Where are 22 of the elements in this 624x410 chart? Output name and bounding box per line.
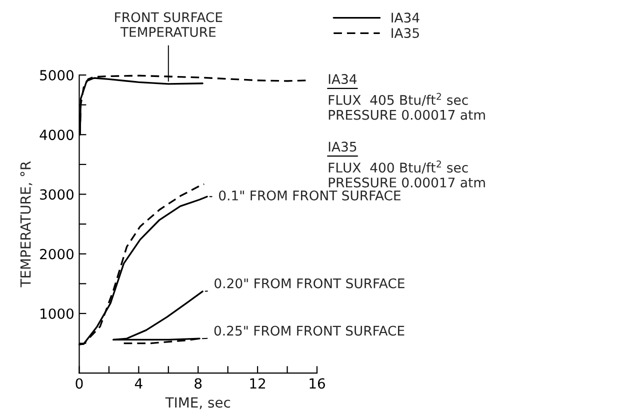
x-tick-label: 4 [134,378,142,389]
y-tick-label: 4000 [40,130,74,140]
text: IA34 [328,74,357,84]
text: IA35 [328,142,356,152]
y-tick-label: 1000 [40,308,74,319]
y-tick-label: 3000 [40,189,74,200]
x-tick-label: 8 [194,378,202,389]
legend-label: IA34 [392,12,420,23]
y-tick-label: 2000 [40,248,74,260]
text: FLUX 400 Btu/ft$^{2}$ sec PRESSURE 0.00017 atm [328,160,485,188]
y-tick-label: 5000 [40,70,74,81]
y-axis-title: TEMPERATURE, °R [20,161,32,288]
annotation: 0.20" FROM FRONT SURFACE [214,278,404,288]
annotation: FRONT SURFACE TEMPERATURE [115,12,222,37]
legend-label: IA35 [392,28,419,38]
x-axis-title: TIME, sec [165,397,230,410]
text: FLUX 405 Btu/ft$^{2}$ sec PRESSURE 0.00017 atm [328,92,485,120]
x-tick-label: 0 [76,378,83,389]
annotation: 0.1" FROM FRONT SURFACE [219,190,400,200]
annotation: 0.25" FROM FRONT SURFACE [214,326,404,336]
x-tick-label: 12 [250,378,265,389]
x-tick-label: 16 [310,378,325,389]
